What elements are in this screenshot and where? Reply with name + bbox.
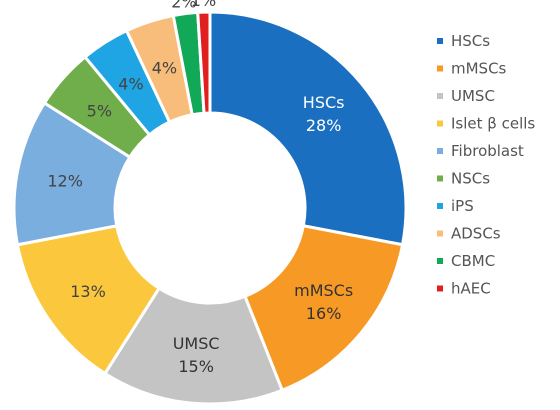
slice-value-umsc: 15%: [178, 357, 214, 376]
legend-swatch-ips: [437, 203, 443, 209]
slice-value-hscs: 28%: [306, 116, 342, 135]
legend-label-islet-cells: Islet β cells: [451, 115, 535, 133]
slices-group: [12, 10, 408, 406]
slice-value-islet-cells: 13%: [70, 282, 106, 301]
legend-swatch-nscs: [437, 175, 443, 182]
slice-name-hscs: HSCs: [303, 93, 345, 112]
legend-swatch-umsc: [437, 93, 443, 99]
slice-value-mmscs: 16%: [306, 304, 342, 323]
slice-hscs: [208, 10, 408, 247]
slice-name-mmscs: mMSCs: [294, 281, 353, 300]
slice-value-fibroblast: 12%: [47, 171, 83, 190]
slice-haec: [196, 10, 212, 115]
legend-label-umsc: UMSC: [451, 87, 495, 105]
slice-value-cbmc: 2%: [171, 0, 196, 12]
legend-label-adscs: ADSCs: [451, 225, 501, 243]
legend-label-nscs: NSCs: [451, 170, 490, 188]
legend-swatch-fibroblast: [437, 148, 443, 154]
legend-label-hscs: HSCs: [451, 32, 490, 50]
slice-labels-group: HSCs 28% mMSCs 16% UMSC 15% 13% 12% 5% 4% 4% 2%1%: [47, 0, 353, 376]
legend-label-ips: iPS: [451, 197, 474, 215]
slice-mmscs: [243, 224, 405, 393]
legend-swatch-hscs: [437, 38, 443, 44]
legend-label-mmscs: mMSCs: [451, 60, 507, 78]
slice-value-haec: 1%: [191, 0, 216, 10]
slice-value-nscs: 5%: [87, 101, 112, 120]
slice-value-adscs: 4%: [152, 59, 177, 78]
slice-value-ips: 4%: [118, 74, 143, 93]
legend: HSCs mMSCs UMSC Islet β cells Fibroblast NSCs…: [437, 32, 535, 298]
legend-swatch-adscs: [437, 230, 443, 237]
legend-label-fibroblast: Fibroblast: [451, 142, 524, 160]
legend-swatch-mmscs: [437, 65, 443, 72]
legend-swatch-cbmc: [437, 258, 443, 264]
legend-label-haec: hAEC: [451, 280, 491, 298]
legend-swatch-islet-cells: [437, 120, 443, 127]
legend-swatch-haec: [437, 285, 443, 292]
slice-name-umsc: UMSC: [173, 334, 220, 353]
legend-label-cbmc: CBMC: [451, 252, 495, 270]
